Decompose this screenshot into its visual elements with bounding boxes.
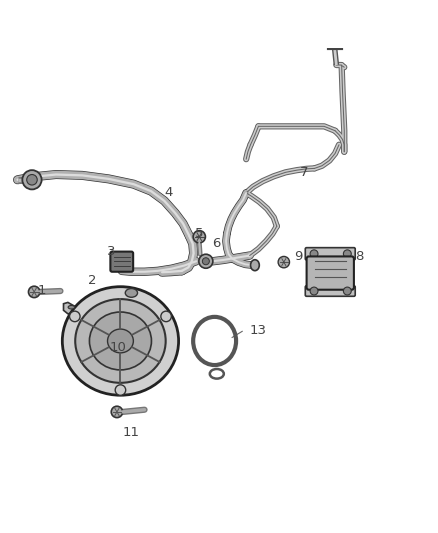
Circle shape <box>310 250 318 258</box>
Text: 10: 10 <box>110 341 127 354</box>
Circle shape <box>111 406 123 418</box>
Text: 13: 13 <box>250 324 267 336</box>
Text: 4: 4 <box>164 185 173 198</box>
Text: 11: 11 <box>123 426 140 439</box>
Ellipse shape <box>68 305 74 309</box>
Circle shape <box>27 174 37 185</box>
Text: 8: 8 <box>355 250 364 263</box>
FancyBboxPatch shape <box>110 252 133 272</box>
FancyBboxPatch shape <box>305 286 355 296</box>
Text: 9: 9 <box>293 250 302 263</box>
Circle shape <box>115 385 126 395</box>
Ellipse shape <box>107 329 133 353</box>
Circle shape <box>202 258 209 265</box>
Circle shape <box>28 286 40 297</box>
FancyBboxPatch shape <box>307 256 354 290</box>
Ellipse shape <box>89 312 152 370</box>
Text: 3: 3 <box>107 245 116 257</box>
Text: 5: 5 <box>195 227 204 240</box>
Ellipse shape <box>75 299 166 383</box>
Polygon shape <box>64 302 78 314</box>
Ellipse shape <box>62 287 179 395</box>
Circle shape <box>343 250 351 258</box>
Circle shape <box>22 170 42 189</box>
Circle shape <box>310 287 318 295</box>
Circle shape <box>70 311 80 322</box>
Text: 6: 6 <box>212 237 221 250</box>
Ellipse shape <box>125 288 138 297</box>
Circle shape <box>278 256 290 268</box>
Circle shape <box>199 254 213 268</box>
Circle shape <box>343 287 351 295</box>
Circle shape <box>161 311 171 322</box>
Text: 2: 2 <box>88 274 96 287</box>
Circle shape <box>193 231 205 243</box>
Text: 1: 1 <box>37 284 46 297</box>
Text: 7: 7 <box>300 166 309 179</box>
Ellipse shape <box>251 260 259 271</box>
FancyBboxPatch shape <box>305 248 355 260</box>
